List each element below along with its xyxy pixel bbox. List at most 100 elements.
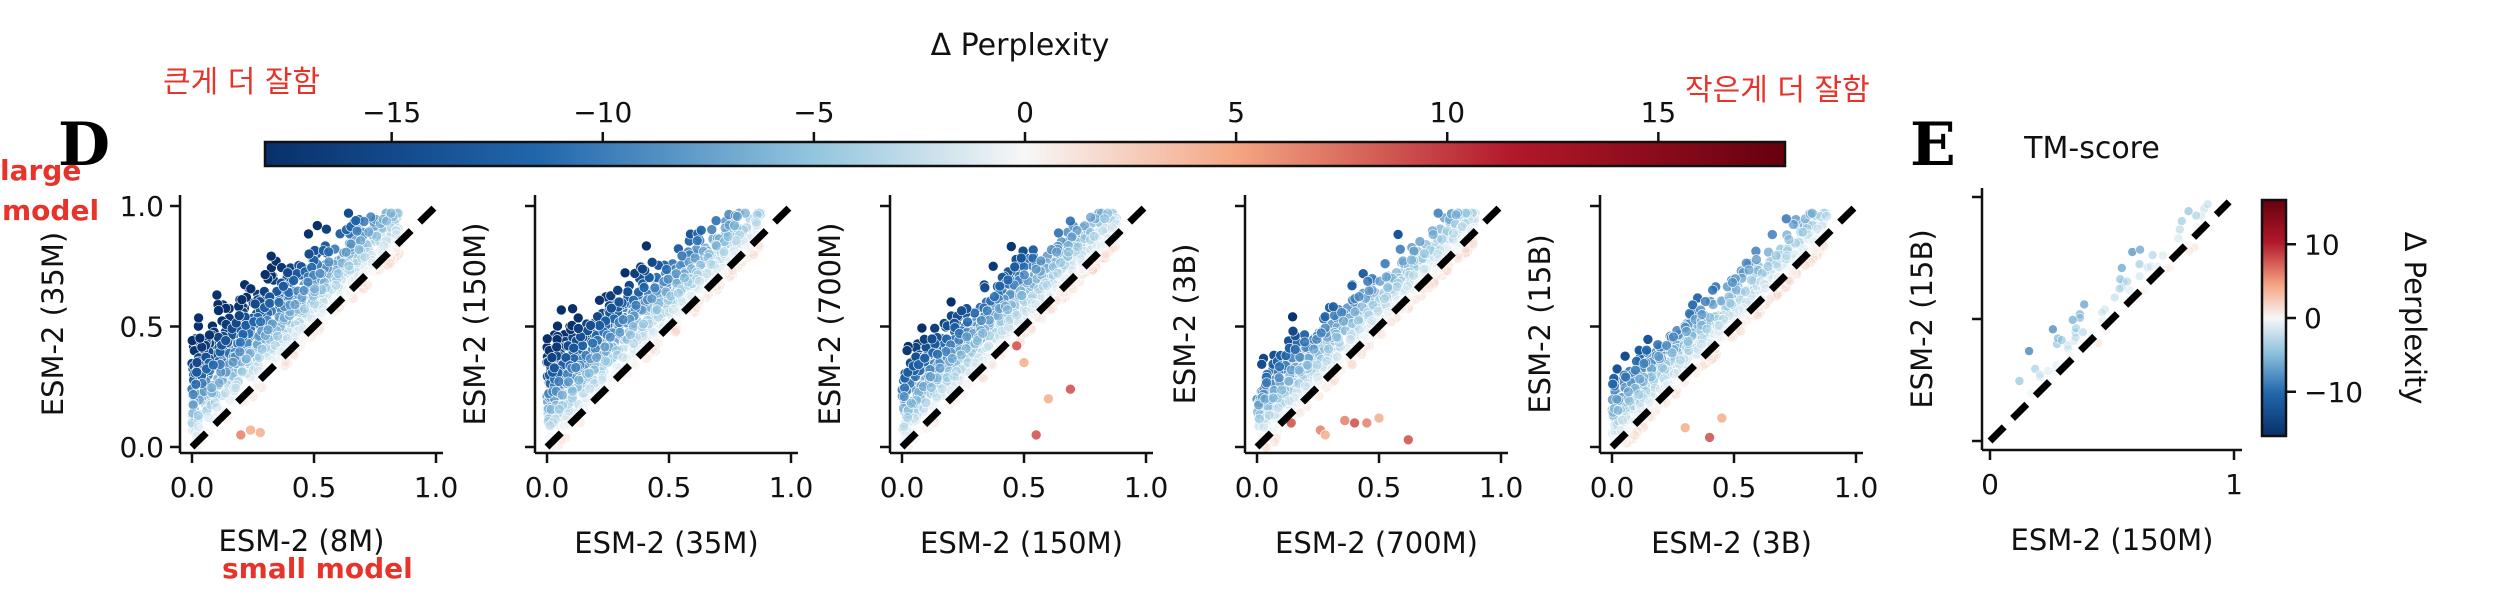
side-colorbar-title: Δ Perplexity: [2398, 232, 2432, 405]
data-point: [553, 403, 565, 415]
x-tick-label: 0.0: [525, 471, 570, 504]
data-point: [1642, 334, 1654, 345]
data-point: [926, 382, 937, 393]
data-point: [1675, 354, 1686, 366]
data-point: [2078, 327, 2088, 338]
data-point: [905, 397, 917, 409]
data-point: [1450, 209, 1462, 221]
data-point: [303, 248, 315, 260]
data-point: [577, 340, 588, 352]
data-point: [384, 257, 396, 269]
data-point: [1418, 263, 1430, 275]
data-point: [1336, 307, 1347, 318]
data-point: [570, 362, 582, 373]
outlier-point: [1320, 429, 1331, 441]
data-point: [1323, 343, 1334, 355]
data-point: [255, 316, 266, 328]
data-point: [264, 297, 276, 309]
data-point: [1633, 389, 1645, 400]
x-tick-label: 0.5: [1002, 471, 1047, 504]
data-point: [381, 235, 392, 246]
data-point: [256, 343, 268, 355]
diagonal-line: [1609, 203, 1859, 450]
data-point: [977, 328, 989, 339]
data-point: [1707, 284, 1718, 296]
data-point: [962, 378, 974, 390]
x-tick-label: 0.0: [880, 471, 925, 504]
data-point: [1743, 264, 1755, 276]
data-point: [691, 235, 703, 246]
x-tick-label: 0.5: [292, 471, 337, 504]
data-point: [2035, 369, 2045, 380]
data-point: [190, 378, 202, 390]
data-point: [587, 337, 599, 349]
data-point: [355, 235, 366, 246]
data-point: [236, 366, 248, 378]
data-point: [661, 264, 672, 275]
data-point: [1302, 359, 1313, 371]
annotation-large-model-line1: large: [0, 154, 81, 187]
data-point: [920, 397, 932, 409]
data-point: [298, 285, 310, 296]
data-point: [1072, 241, 1084, 253]
top-colorbar-tick-label: −10: [573, 96, 632, 129]
data-point: [1019, 269, 1030, 281]
data-point: [552, 320, 563, 332]
data-point: [1612, 404, 1624, 416]
data-point: [230, 382, 242, 394]
data-point: [916, 322, 928, 334]
data-point: [594, 294, 605, 306]
data-point: [1623, 386, 1634, 398]
data-point: [567, 385, 578, 397]
data-point: [196, 341, 208, 353]
y-tick-label: 0.0: [119, 431, 164, 464]
data-point: [987, 260, 999, 272]
data-point: [234, 310, 245, 322]
data-point: [961, 331, 973, 343]
data-point: [1349, 306, 1361, 318]
y-axis-label: ESM-2 (15B): [1905, 229, 1939, 408]
data-point: [227, 356, 239, 368]
data-point: [614, 326, 626, 338]
data-point: [2114, 283, 2125, 294]
data-point: [1661, 340, 1672, 351]
data-point: [994, 280, 1006, 292]
data-point: [1015, 252, 1027, 264]
data-point: [1287, 325, 1299, 337]
data-point: [622, 286, 634, 298]
data-point: [1783, 234, 1795, 245]
y-tick-label: 0.5: [119, 311, 164, 344]
data-point: [187, 389, 199, 400]
data-point: [1797, 226, 1809, 238]
panel-letter-d: D: [58, 110, 110, 180]
x-tick-label: 1.0: [414, 471, 459, 504]
data-point: [1338, 315, 1349, 327]
data-point: [583, 367, 595, 379]
x-axis-label: ESM-2 (150M): [920, 526, 1123, 560]
data-point: [1099, 213, 1110, 224]
data-point: [619, 267, 631, 279]
data-point: [1419, 248, 1430, 259]
data-point: [1051, 246, 1062, 258]
outlier-point: [1716, 412, 1728, 424]
data-point: [191, 357, 203, 368]
data-point: [2079, 299, 2089, 310]
data-point: [1760, 282, 1771, 294]
data-point: [2177, 216, 2187, 226]
data-point: [272, 330, 283, 342]
data-point: [630, 299, 642, 311]
x-axis-label: ESM-2 (35M): [574, 526, 758, 560]
data-point: [1359, 332, 1370, 343]
data-point: [2067, 315, 2078, 325]
data-point: [1668, 331, 1679, 343]
data-point: [2048, 324, 2058, 335]
data-point: [1293, 364, 1305, 376]
data-point: [1641, 344, 1652, 356]
data-point: [314, 268, 326, 279]
data-point: [929, 322, 941, 334]
